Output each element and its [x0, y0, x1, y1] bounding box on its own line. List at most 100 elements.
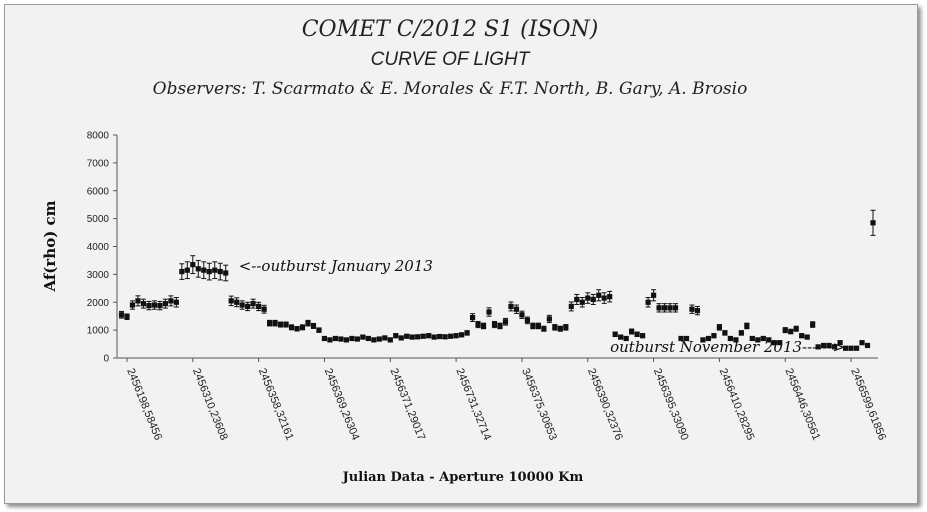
point-marker	[689, 306, 695, 312]
point-marker	[541, 326, 547, 332]
data-point	[667, 303, 673, 313]
y-axis-label: Af(rho) cm	[41, 200, 59, 292]
point-marker	[431, 334, 437, 340]
x-axis-label: Julian Data - Aperture 10000 Km	[342, 470, 584, 485]
data-point	[804, 334, 810, 340]
point-marker	[519, 312, 525, 318]
data-point	[475, 320, 481, 329]
data-point	[689, 304, 695, 314]
point-marker	[206, 268, 212, 275]
data-point	[760, 335, 766, 342]
data-point	[431, 334, 437, 340]
data-point	[815, 344, 821, 350]
data-point	[294, 326, 300, 332]
data-point	[168, 295, 174, 307]
point-marker	[546, 316, 552, 322]
x-tick-label: 2456310,23608	[190, 367, 230, 442]
data-point	[519, 310, 525, 319]
point-marker	[656, 305, 662, 311]
point-marker	[338, 336, 344, 342]
point-marker	[842, 345, 849, 351]
data-point	[151, 300, 158, 310]
point-marker	[453, 333, 459, 339]
data-point	[645, 297, 651, 308]
data-point	[585, 292, 591, 304]
data-point	[184, 261, 190, 280]
point-marker	[667, 305, 673, 311]
point-marker	[179, 268, 185, 275]
data-point	[661, 303, 668, 313]
point-marker	[162, 301, 168, 307]
data-point	[596, 289, 602, 302]
point-marker	[475, 321, 481, 328]
point-marker	[135, 298, 141, 304]
data-point	[157, 300, 163, 311]
point-marker	[184, 267, 190, 273]
data-point	[343, 337, 350, 343]
data-point	[618, 334, 624, 340]
point-marker	[409, 334, 415, 340]
point-marker	[195, 266, 201, 272]
point-marker	[722, 330, 728, 336]
data-point	[716, 324, 723, 331]
point-marker	[870, 220, 876, 226]
data-point	[393, 333, 399, 339]
point-marker	[261, 306, 267, 312]
point-marker	[398, 335, 404, 341]
point-marker	[579, 299, 585, 305]
data-point	[842, 345, 849, 351]
data-point	[453, 333, 459, 339]
point-marker	[563, 324, 569, 330]
data-point	[365, 335, 371, 342]
point-marker	[826, 342, 832, 349]
point-marker	[480, 323, 487, 329]
point-marker	[387, 337, 393, 343]
x-tick-label: 2456369,26304	[322, 367, 362, 442]
data-point	[491, 320, 498, 329]
data-point	[283, 321, 289, 328]
y-tick-label: 2000	[87, 298, 110, 309]
data-point	[535, 322, 541, 330]
point-marker	[437, 333, 443, 340]
data-point	[464, 330, 470, 336]
tick-labels: 0 1000 2000 3000 4000 5000 6000 7000 8000 2456198…	[87, 131, 888, 443]
point-marker	[442, 334, 448, 340]
x-tick-label: 2456410,28295	[717, 367, 757, 442]
point-marker	[151, 302, 158, 308]
point-marker	[832, 344, 838, 350]
x-tick-label: 2456371,29017	[388, 367, 428, 442]
point-marker	[837, 340, 843, 346]
point-marker	[552, 324, 558, 330]
point-marker	[140, 301, 147, 307]
data-point	[557, 325, 563, 332]
data-point	[837, 340, 843, 346]
data-point	[711, 333, 717, 339]
data-point	[563, 324, 569, 331]
data-point	[705, 335, 712, 342]
data-point	[683, 335, 690, 342]
data-points	[118, 209, 876, 351]
data-point	[140, 298, 147, 309]
data-point	[206, 262, 212, 281]
point-marker	[760, 335, 766, 342]
x-tick-label: 2456358,32161	[256, 367, 296, 442]
data-point	[607, 290, 613, 303]
point-marker	[585, 295, 591, 301]
data-point	[118, 310, 125, 319]
data-point	[766, 337, 772, 343]
x-tick-label: 2456390,32376	[585, 367, 625, 442]
point-marker	[426, 333, 432, 339]
data-point	[629, 328, 635, 335]
data-point	[640, 333, 646, 339]
point-marker	[305, 320, 311, 326]
data-point	[267, 319, 273, 327]
point-marker	[848, 345, 854, 351]
data-point	[810, 321, 816, 328]
data-point	[612, 331, 618, 338]
point-marker	[239, 302, 245, 308]
point-marker	[672, 305, 679, 311]
data-point	[310, 322, 317, 329]
data-point	[568, 301, 574, 312]
data-point	[601, 292, 607, 304]
point-marker	[212, 267, 218, 273]
